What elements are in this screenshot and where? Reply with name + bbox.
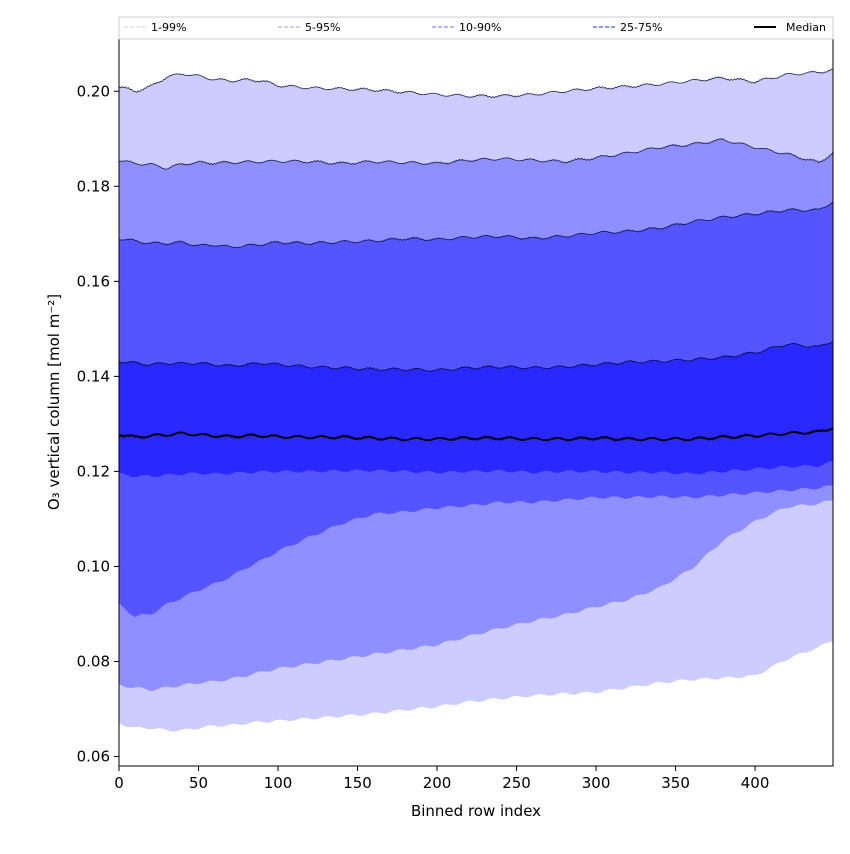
bands-layer (118, 68, 834, 732)
y-tick-label: 0.16 (77, 272, 110, 290)
y-tick-label: 0.10 (77, 557, 110, 575)
band-25-75%-area (119, 342, 833, 478)
x-tick-label: 200 (423, 774, 452, 792)
legend: 1-99% 5-95% 10-90% 25-75% Median (118, 16, 834, 40)
x-tick-label: 0 (114, 774, 124, 792)
x-tick-label: 300 (582, 774, 611, 792)
x-tick-label: 250 (502, 774, 531, 792)
band-10-90%-upper-edge (118, 201, 834, 249)
median-layer (118, 427, 834, 442)
x-tick-label: 100 (264, 774, 293, 792)
median-line (118, 427, 834, 442)
legend-label: 5-95% (305, 21, 340, 34)
legend-label: 10-90% (459, 21, 501, 34)
legend-frame (118, 16, 834, 40)
y-tick-label: 0.12 (77, 462, 110, 480)
x-tick-label: 400 (741, 774, 770, 792)
y-tick-label: 0.18 (77, 177, 110, 195)
x-tick-label: 150 (343, 774, 372, 792)
x-tick-label: 50 (189, 774, 208, 792)
y-axis: 0.06 0.08 0.10 0.12 0.14 0.16 0.18 0.20 (77, 82, 119, 765)
legend-label: Median (786, 21, 826, 34)
y-tick-label: 0.20 (77, 82, 110, 100)
band-1-99%-upper-edge (118, 68, 834, 99)
band-25-75%-upper-edge (118, 341, 834, 372)
x-axis: 0 50 100 150 200 250 300 350 400 (114, 766, 769, 792)
y-tick-label: 0.06 (77, 747, 110, 765)
y-tick-label: 0.08 (77, 652, 110, 670)
x-axis-label: Binned row index (411, 802, 541, 820)
x-tick-label: 350 (661, 774, 690, 792)
band-5-95%-upper-edge (118, 138, 834, 170)
y-axis-label: O₃ vertical column [mol m⁻²] (45, 294, 63, 510)
legend-label: 1-99% (151, 21, 186, 34)
y-tick-label: 0.14 (77, 367, 110, 385)
legend-label: 25-75% (620, 21, 662, 34)
